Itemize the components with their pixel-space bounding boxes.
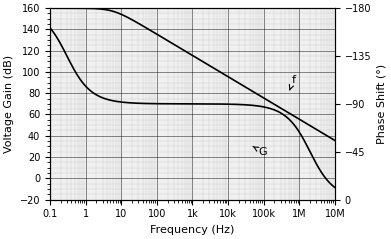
Text: G: G <box>253 147 267 157</box>
X-axis label: Frequency (Hz): Frequency (Hz) <box>150 225 235 235</box>
Y-axis label: Voltage Gain (dB): Voltage Gain (dB) <box>4 55 14 153</box>
Y-axis label: Phase Shift (°): Phase Shift (°) <box>377 64 387 144</box>
Text: f: f <box>289 75 296 90</box>
